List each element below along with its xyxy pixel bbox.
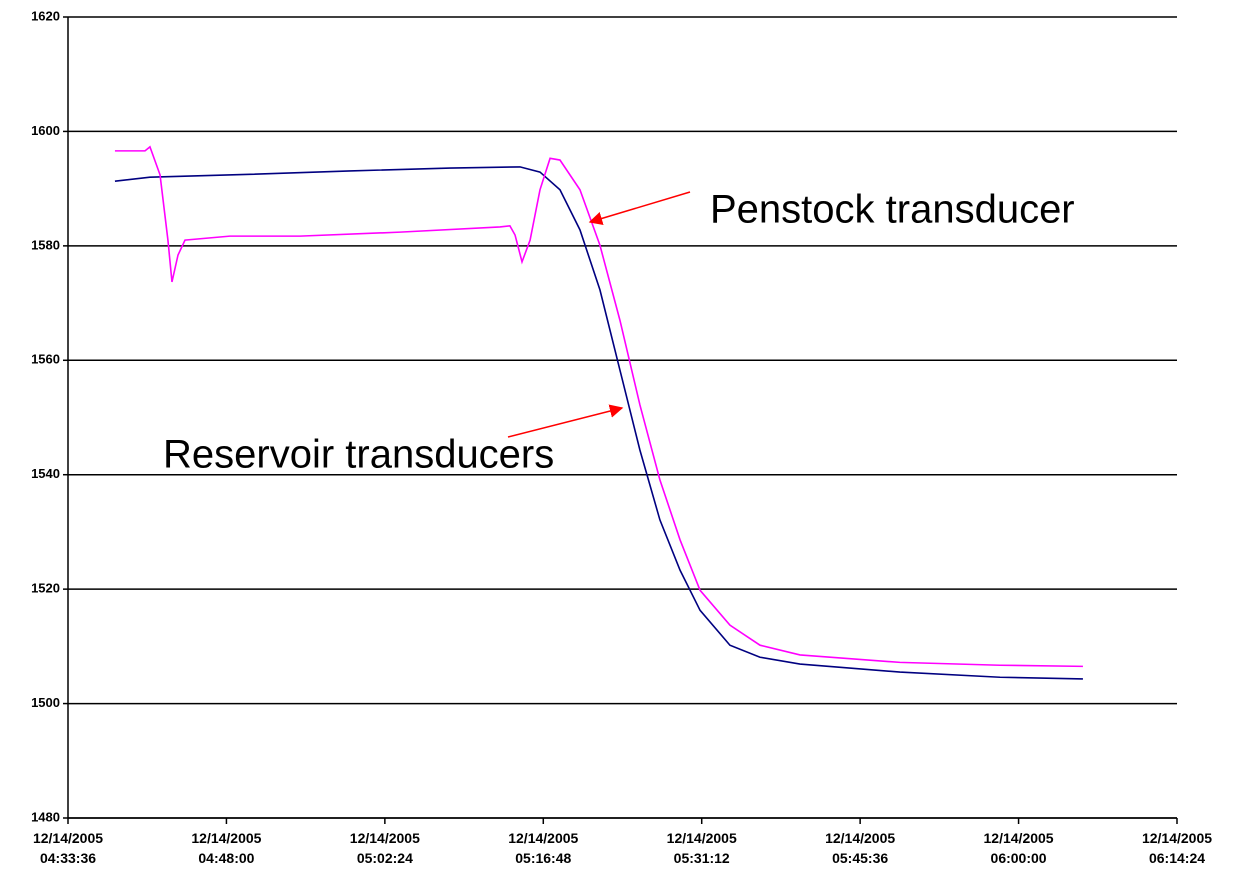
series-line [114, 166, 1083, 680]
annotation: Penstock transducer [710, 188, 1075, 232]
x-tick-label: 12/14/2005 05:16:48 [508, 830, 579, 866]
annotation-arrow [588, 191, 691, 225]
x-tick-label: 12/14/2005 04:33:36 [32, 830, 104, 866]
y-tick-label: 1600 [31, 123, 60, 138]
y-tick-label: 1540 [31, 466, 60, 481]
series-line [114, 145, 1083, 668]
y-tick-label: 1480 [31, 809, 60, 824]
x-tick-label: 12/14/2005 06:14:24 [1141, 830, 1213, 866]
x-tick-label: 12/14/2005 04:48:00 [191, 830, 262, 866]
x-tick-label: 12/14/2005 05:31:12 [666, 830, 737, 866]
x-tick-label: 12/14/2005 06:00:00 [983, 830, 1054, 866]
plot-area [114, 145, 1083, 680]
y-tick-label: 1520 [31, 581, 60, 596]
y-tick-label: 1560 [31, 352, 60, 367]
y-tick-label: 1620 [31, 8, 60, 23]
annotation: Reservoir transducers [163, 433, 554, 477]
y-tick-label: 1500 [31, 695, 60, 710]
annotation-arrow [507, 404, 624, 438]
grid [63, 16, 1178, 824]
x-tick-label: 12/14/2005 05:45:36 [825, 830, 896, 866]
x-tick-label: 12/14/2005 05:02:24 [349, 830, 420, 866]
y-tick-label: 1580 [31, 237, 60, 252]
